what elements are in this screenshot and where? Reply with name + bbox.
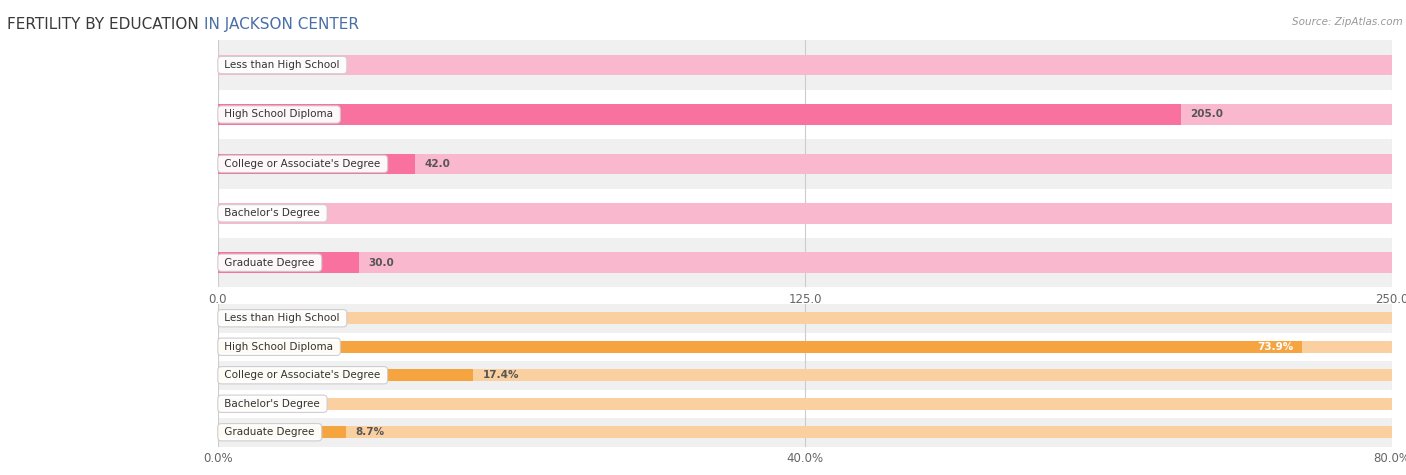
Bar — [218, 304, 1392, 332]
Bar — [218, 369, 1392, 381]
Bar — [218, 341, 1392, 353]
Text: 205.0: 205.0 — [1189, 109, 1223, 120]
Text: High School Diploma: High School Diploma — [222, 109, 336, 120]
Bar — [218, 426, 346, 438]
Text: 42.0: 42.0 — [425, 159, 450, 169]
Text: Graduate Degree: Graduate Degree — [222, 257, 318, 268]
Text: Bachelor's Degree: Bachelor's Degree — [222, 399, 323, 409]
Bar — [218, 153, 415, 174]
Bar — [218, 312, 1392, 324]
Text: 17.4%: 17.4% — [482, 370, 519, 380]
Text: College or Associate's Degree: College or Associate's Degree — [222, 370, 384, 380]
Text: Graduate Degree: Graduate Degree — [222, 427, 318, 437]
Text: High School Diploma: High School Diploma — [222, 342, 336, 352]
Text: 0.0: 0.0 — [228, 208, 246, 219]
Bar — [218, 40, 1392, 90]
Bar — [218, 189, 1392, 238]
Text: IN JACKSON CENTER: IN JACKSON CENTER — [204, 17, 359, 32]
Bar — [218, 369, 474, 381]
Text: Less than High School: Less than High School — [222, 60, 343, 70]
Bar — [218, 426, 1392, 438]
Text: 8.7%: 8.7% — [354, 427, 384, 437]
Bar — [218, 252, 359, 273]
Bar — [218, 139, 1392, 189]
Bar — [218, 153, 1392, 174]
Bar — [218, 90, 1392, 139]
Bar — [218, 104, 1181, 125]
Bar — [218, 104, 1392, 125]
Text: College or Associate's Degree: College or Associate's Degree — [222, 159, 384, 169]
Bar — [218, 252, 1392, 273]
Text: Less than High School: Less than High School — [222, 313, 343, 323]
Bar — [218, 361, 1392, 390]
Bar — [218, 238, 1392, 287]
Text: Bachelor's Degree: Bachelor's Degree — [222, 208, 323, 219]
Text: 0.0%: 0.0% — [228, 313, 256, 323]
Bar — [218, 55, 1392, 76]
Text: FERTILITY BY EDUCATION: FERTILITY BY EDUCATION — [7, 17, 204, 32]
Text: 0.0%: 0.0% — [228, 399, 256, 409]
Bar — [218, 203, 1392, 224]
Bar — [218, 398, 1392, 410]
Text: 0.0: 0.0 — [228, 60, 246, 70]
Bar — [218, 341, 1302, 353]
Text: 30.0: 30.0 — [368, 257, 394, 268]
Bar — [218, 332, 1392, 361]
Bar — [218, 418, 1392, 446]
Text: Source: ZipAtlas.com: Source: ZipAtlas.com — [1292, 17, 1403, 27]
Bar — [218, 390, 1392, 418]
Text: 73.9%: 73.9% — [1257, 342, 1294, 352]
